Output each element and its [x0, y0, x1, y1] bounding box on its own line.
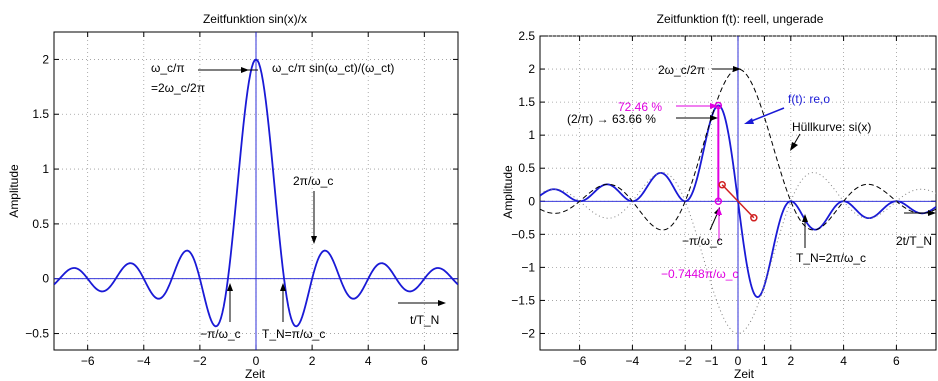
- ann-72-percent: 72.46 %: [618, 100, 662, 114]
- x-tick-label: 2: [309, 354, 316, 368]
- y-tick-label: 1: [42, 162, 49, 176]
- x-tick-label: −1: [705, 354, 719, 368]
- y-tick-label: −0.5: [25, 327, 49, 341]
- x-tick-label: 2: [787, 354, 794, 368]
- x-tick-label: 4: [365, 354, 372, 368]
- ann-2wc-2pi: =2ω_c/2π: [151, 81, 205, 95]
- y-tick-label: 2: [528, 62, 535, 76]
- y-tick-label: −0.5: [511, 227, 535, 241]
- x-tick-label: 6: [893, 354, 900, 368]
- chart-left-ticks: −6 −4 −2 0 2 4 6 −0.5 0 0.5 1 1.5 2: [25, 32, 458, 368]
- ann-2pi-wc: 2π/ω_c: [293, 174, 333, 188]
- ann-minus-07448: −0.7448π/ω_c: [661, 267, 738, 281]
- chart-left-xlabel: Zeit: [245, 367, 266, 381]
- y-tick-label: −1: [521, 260, 535, 274]
- ann-2t-tn: 2t/T_N: [896, 234, 932, 248]
- y-tick-label: −1.5: [511, 293, 535, 307]
- marker-point: [718, 180, 726, 189]
- ann-sinc-formula: ω_c/π sin(ω_ct)/(ω_ct): [272, 61, 394, 75]
- ann-minus-pi-wc: −π/ω_c: [682, 234, 723, 248]
- x-tick-label: 1: [761, 354, 768, 368]
- x-tick-label: −6: [573, 354, 587, 368]
- chart-right-ticks: −6 −4 −2 −1 0 1 2 4 6 −2 −1.5 −1 −0.5 0 0.5 1 1.5 2 2.5: [511, 29, 936, 368]
- ann-wc-pi: ω_c/π: [151, 61, 185, 75]
- ann-minus-pi-wc: −π/ω_c: [200, 327, 241, 341]
- y-tick-label: 1.5: [32, 107, 49, 121]
- x-tick-label: −2: [193, 354, 207, 368]
- marker-point: [714, 197, 723, 206]
- chart-right-xlabel: Zeit: [734, 367, 755, 381]
- y-tick-label: −2: [521, 326, 535, 340]
- chart-left-ylabel: Amplitude: [7, 164, 21, 218]
- chart-right-grid: [540, 35, 936, 350]
- marker-link: [721, 184, 755, 219]
- ann-63-percent: (2/π) → 63.66 %: [567, 112, 656, 126]
- chart-left-title: Zeitfunktion sin(x)/x: [203, 12, 307, 26]
- y-tick-label: 2: [42, 52, 49, 66]
- chart-right-title: Zeitfunktion f(t): reell, ungerade: [657, 12, 824, 26]
- marker-point: [750, 214, 758, 222]
- x-tick-label: −4: [626, 354, 640, 368]
- ann-tn-2pi-wc: T_N=2π/ω_c: [796, 251, 866, 265]
- legend-huellkurve: Hüllkurve: si(x): [792, 120, 871, 134]
- legend-f-re-o: f(t): re,o: [788, 92, 830, 106]
- chart-left-curves: [54, 32, 458, 350]
- y-tick-label: 0.5: [32, 217, 49, 231]
- x-tick-label: 0: [253, 354, 260, 368]
- series-line-right-1: [540, 68, 936, 231]
- y-tick-label: 0: [528, 194, 535, 208]
- chart-left-annotations: ω_c/π =2ω_c/2π ω_c/π sin(ω_ct)/(ω_ct) 2π…: [151, 61, 446, 341]
- chart-left: Zeitfunktion sin(x)/x −6 −4 −2 0 2 4 6 −0.5 0 0.5…: [7, 12, 459, 381]
- x-tick-label: 6: [421, 354, 428, 368]
- ann-tn-pi-wc: T_N=π/ω_c: [262, 327, 325, 341]
- chart-right-curves: [540, 36, 936, 350]
- chart-right: Zeitfunktion f(t): reell, ungerade −6 −4−…: [501, 12, 937, 381]
- y-tick-label: 0.5: [518, 161, 535, 175]
- y-tick-label: 1: [528, 128, 535, 142]
- x-tick-label: −4: [137, 354, 151, 368]
- series-line-left-0: [54, 58, 458, 328]
- y-tick-label: 1.5: [518, 95, 535, 109]
- y-tick-label: 2.5: [518, 29, 535, 43]
- x-tick-label: −6: [81, 354, 95, 368]
- x-tick-label: 4: [840, 354, 847, 368]
- ann-t-tn: t/T_N: [410, 313, 439, 327]
- ann-2wc-2pi: 2ω_c/2π: [658, 63, 705, 77]
- chart-right-annotations: 2ω_c/2π 72.46 % (2/π) → 63.66 % f(t): re…: [567, 63, 936, 281]
- x-tick-label: −2: [678, 354, 692, 368]
- y-tick-label: 0: [42, 272, 49, 286]
- chart-right-ylabel: Amplitude: [501, 165, 515, 219]
- x-tick-label: 0: [735, 354, 742, 368]
